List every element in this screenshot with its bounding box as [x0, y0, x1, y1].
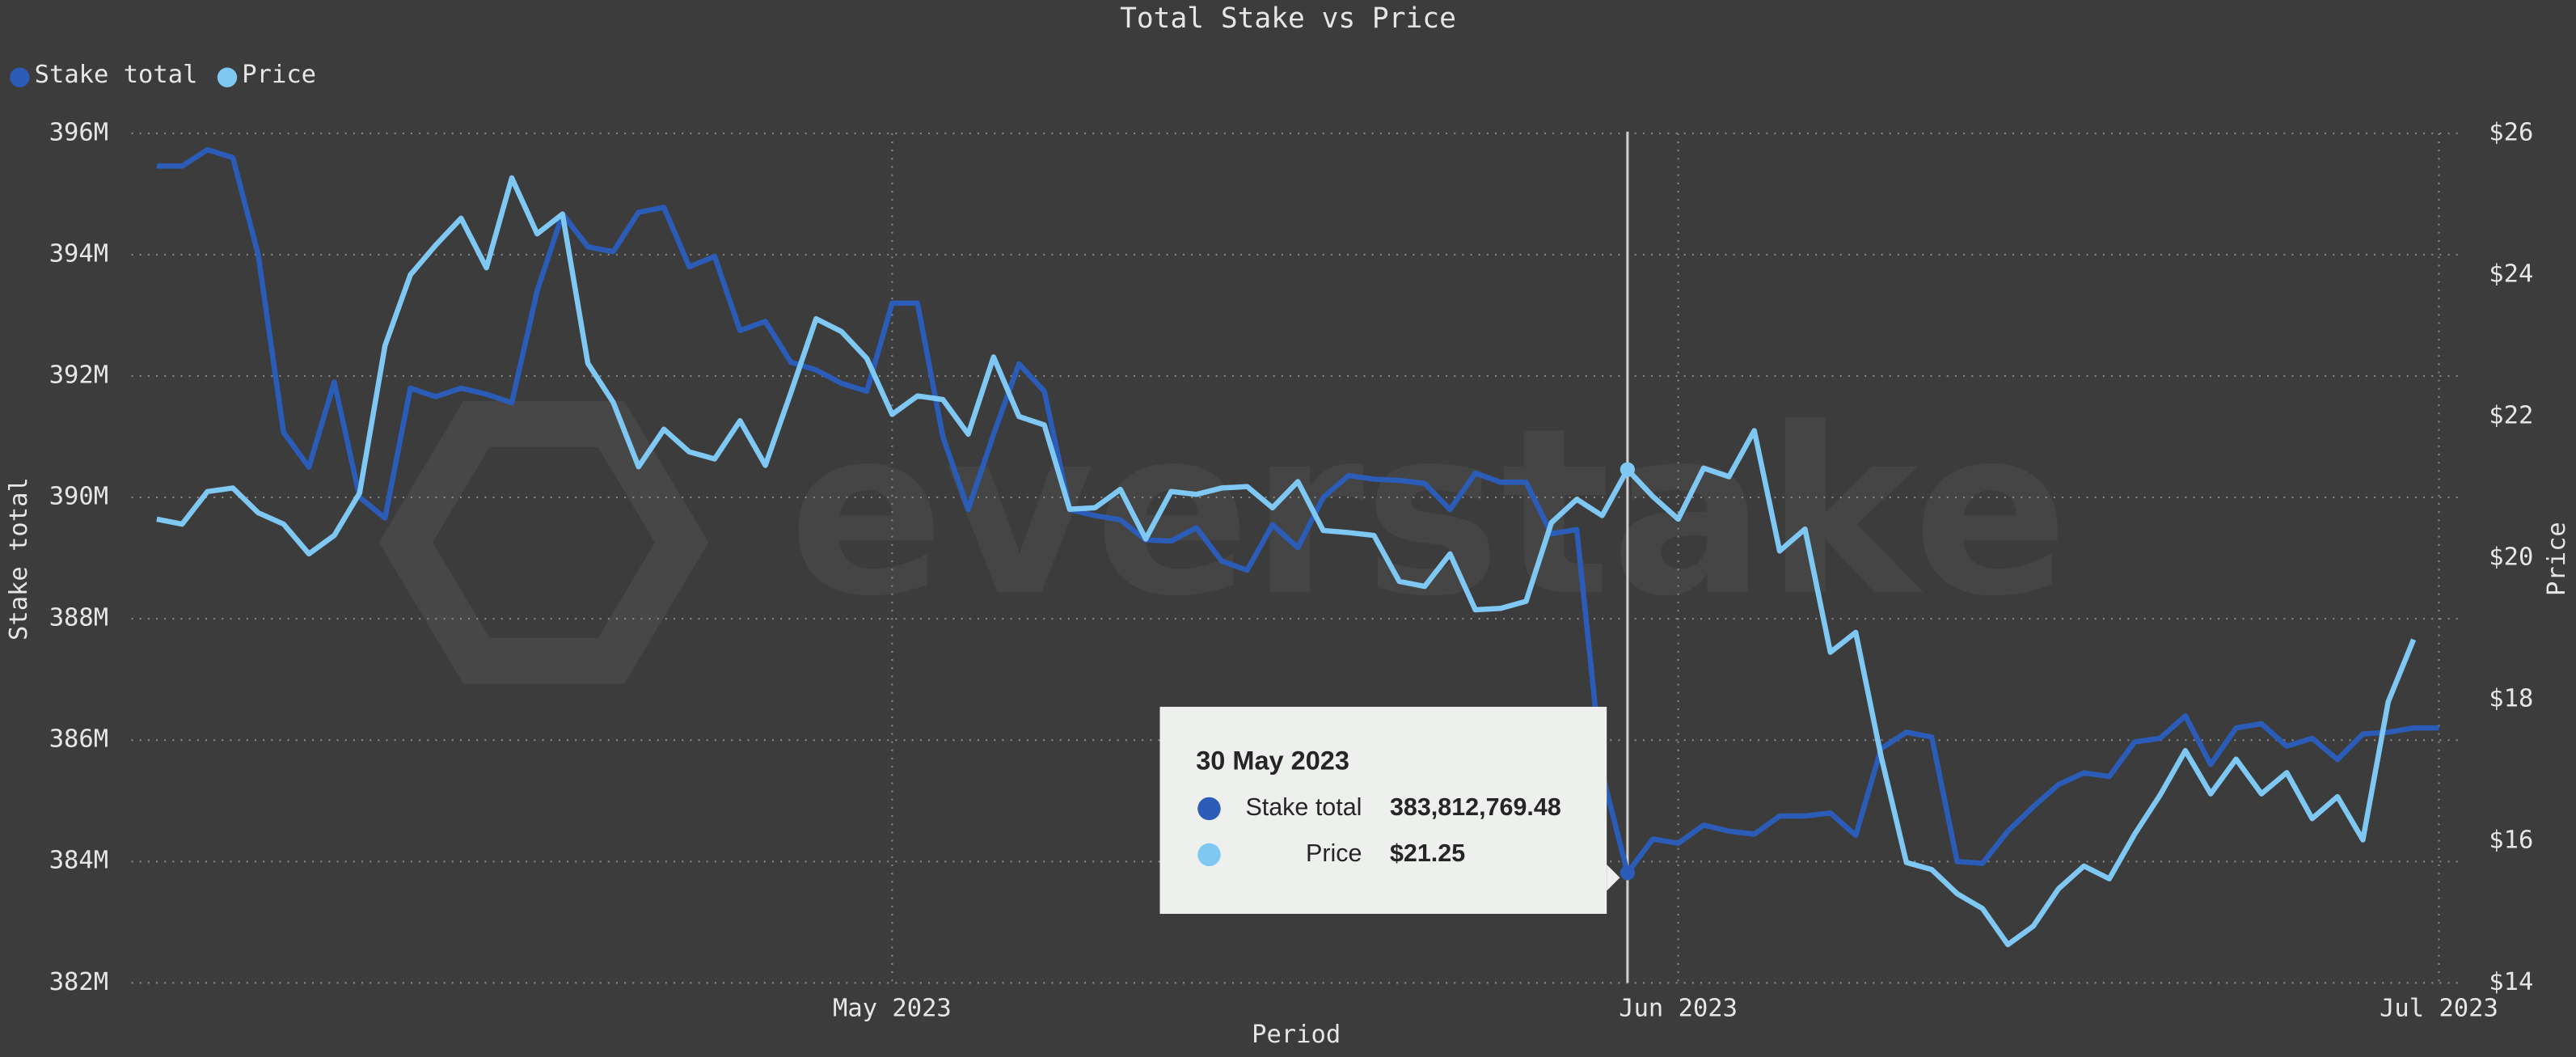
- hover-point: [1620, 865, 1636, 881]
- tooltip-marker: [1197, 797, 1221, 821]
- y-tick-label: 390M: [49, 483, 108, 511]
- y-tick-label: 394M: [49, 239, 108, 268]
- y-tick-label: 384M: [49, 847, 108, 875]
- series-line: [156, 175, 2417, 948]
- watermark: everstake: [788, 379, 2068, 647]
- tooltip-series-name: Stake total: [1245, 793, 1362, 821]
- hover-point: [1620, 462, 1636, 477]
- y2-axis-title: Price: [2543, 522, 2571, 596]
- legend-label: Stake total: [35, 61, 198, 89]
- tooltip-value: 383,812,769.48: [1390, 793, 1561, 821]
- series-line: [156, 146, 2439, 876]
- y-axis-title: Stake total: [5, 477, 33, 641]
- y2-tick-label: $14: [2489, 968, 2533, 996]
- y2-tick-label: $20: [2489, 543, 2533, 572]
- tooltip: 30 May 2023 Stake total 383,812,769.48 Pric…: [1159, 706, 1620, 914]
- y2-tick-label: $24: [2489, 260, 2533, 288]
- y2-tick-label: $18: [2489, 685, 2533, 713]
- tooltip-title: 30 May 2023: [1196, 746, 1349, 776]
- tooltip-marker: [1197, 843, 1221, 867]
- y-tick-label: 386M: [49, 725, 108, 754]
- x-tick-label: May 2023: [833, 994, 952, 1022]
- y2-tick-label: $22: [2489, 401, 2533, 429]
- y-tick-label: 388M: [49, 604, 108, 632]
- y2-tick-label: $16: [2489, 827, 2533, 855]
- x-axis-title: Period: [1252, 1021, 1341, 1049]
- x-tick-label: Jun 2023: [1619, 994, 1738, 1022]
- tooltip-series-name: Price: [1306, 839, 1362, 867]
- chart-title: Total Stake vs Price: [1120, 2, 1456, 35]
- y-tick-label: 392M: [49, 361, 108, 389]
- y-tick-label: 382M: [49, 968, 108, 996]
- tooltip-value: $21.25: [1390, 839, 1465, 867]
- x-tick-label: Jul 2023: [2380, 994, 2498, 1022]
- y-tick-label: 396M: [49, 118, 108, 146]
- watermark-logo: [378, 401, 709, 684]
- tooltip-box: [1159, 706, 1607, 914]
- legend-marker: [10, 67, 30, 87]
- plot-area: 382M 384M 386M 388M 390M 392M 394M 396M $14 $16 $1…: [10, 61, 2533, 1022]
- legend-marker: [217, 67, 238, 87]
- y2-tick-label: $26: [2489, 118, 2533, 146]
- tooltip-pointer: [1607, 865, 1620, 891]
- legend-label: Price: [242, 61, 316, 89]
